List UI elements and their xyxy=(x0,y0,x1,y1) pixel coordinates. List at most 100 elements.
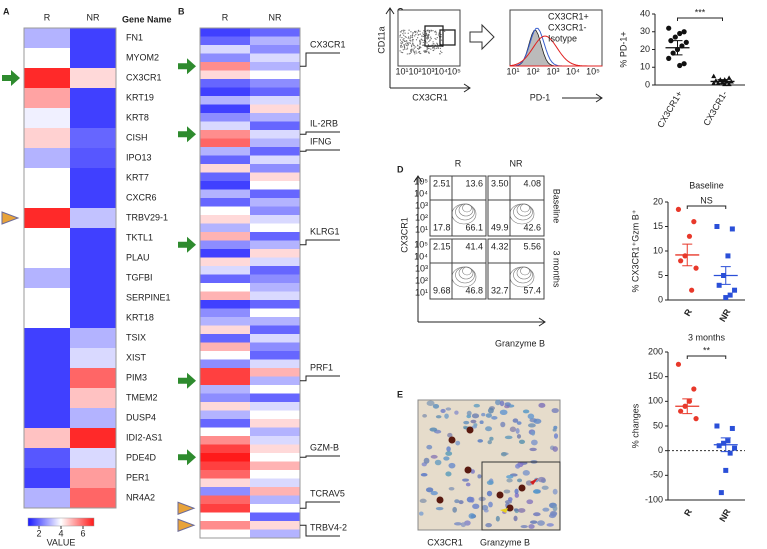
axis-arrow xyxy=(562,93,603,103)
label-connector xyxy=(300,149,340,152)
flow-dot xyxy=(403,38,405,40)
flow-dot xyxy=(414,31,416,33)
flow-dot xyxy=(416,52,418,54)
error-bar xyxy=(672,40,683,56)
heatmap-cell xyxy=(250,147,301,156)
heatmap-cell xyxy=(24,88,71,109)
heatmap-cell xyxy=(250,45,301,54)
heatmap-cell xyxy=(200,410,251,420)
heatmap-cell xyxy=(250,206,301,216)
flow-x-label: PD-1 xyxy=(530,92,551,102)
flow-dot xyxy=(411,34,414,36)
flow-dot xyxy=(419,39,421,41)
flow-dot xyxy=(412,41,414,43)
cell-nucleus xyxy=(528,524,535,529)
heatmap-cell xyxy=(200,342,251,352)
heatmap-cell xyxy=(250,444,301,454)
cell-nucleus xyxy=(526,499,534,505)
cell-nucleus xyxy=(538,402,546,408)
flow-gate xyxy=(424,25,444,47)
row-label: IFNG xyxy=(310,136,332,146)
flow-tick-label: 10¹ xyxy=(395,66,408,76)
flow-dot xyxy=(418,48,420,50)
heatmap-cell xyxy=(70,228,117,249)
flow-dot xyxy=(410,49,412,51)
marker-arrow xyxy=(178,58,196,75)
heatmap-cell xyxy=(250,453,301,462)
cell-nucleus xyxy=(516,434,522,439)
heatmap-cell xyxy=(200,257,251,267)
cell-nucleus xyxy=(552,488,558,495)
heatmap-cell xyxy=(250,461,301,471)
heatmap-cell xyxy=(250,257,301,267)
legend-label: CX3CR1+ xyxy=(548,11,589,21)
flow-dot xyxy=(426,50,428,52)
heatmap-cell xyxy=(200,393,251,403)
cell-nucleus xyxy=(552,428,557,432)
data-point xyxy=(725,253,731,259)
row-label: NR4A2 xyxy=(126,492,155,502)
flow-dot xyxy=(438,32,440,34)
cell-nucleus xyxy=(466,410,472,416)
heatmap-cell xyxy=(250,334,301,343)
y-tick-label: 5 xyxy=(658,270,663,280)
row-label: TRBV4-2 xyxy=(310,522,347,532)
y-tick-label: -100 xyxy=(645,494,663,504)
x-tick-label: CX3CR1+ xyxy=(655,89,684,129)
heatmap-cell xyxy=(250,427,301,437)
row-label: DUSP4 xyxy=(126,412,156,422)
heatmap-cell xyxy=(200,36,251,46)
heatmap-cell xyxy=(250,487,301,496)
column-header: NR xyxy=(269,12,282,22)
quadrant-value: 66.1 xyxy=(465,222,483,232)
row-label: TRBV29-1 xyxy=(126,212,168,222)
y-tick-label: 100 xyxy=(648,396,663,406)
flow-dot xyxy=(420,52,422,55)
cell-nucleus xyxy=(448,487,455,491)
flow-dot xyxy=(402,33,404,35)
heatmap-cell xyxy=(24,308,71,329)
heatmap-cell xyxy=(250,410,301,420)
heatmap-cell xyxy=(200,172,251,182)
heatmap-cell xyxy=(250,495,301,505)
cell-nucleus xyxy=(529,520,538,524)
cell-nucleus xyxy=(489,436,494,441)
flow-dot xyxy=(400,31,402,33)
heatmap-cell xyxy=(70,328,117,349)
data-point xyxy=(668,38,674,44)
heatmap-cell xyxy=(200,147,251,156)
cell-nucleus xyxy=(529,447,537,452)
heatmap-cell xyxy=(250,155,301,165)
row-label: KRT18 xyxy=(126,312,154,322)
data-point xyxy=(691,219,697,225)
cell-nucleus xyxy=(472,503,480,510)
flow-dot xyxy=(402,51,404,54)
y-axis-label: % PD-1+ xyxy=(618,31,628,67)
y-tick-label: 20 xyxy=(653,196,663,206)
stained-cell xyxy=(496,491,504,499)
row-label: SERPINE1 xyxy=(126,292,171,302)
significance-label: *** xyxy=(695,7,706,17)
flow-dot xyxy=(401,30,403,32)
flow-dot xyxy=(404,35,406,38)
marker-triangle xyxy=(177,518,196,532)
flow-dot xyxy=(435,47,438,49)
cell-nucleus xyxy=(429,427,438,432)
flow-dot xyxy=(434,37,436,40)
cell-nucleus xyxy=(477,439,484,443)
data-point xyxy=(723,467,729,473)
flow-plot-frame xyxy=(487,238,545,300)
data-point xyxy=(693,265,699,271)
heatmap-cell xyxy=(70,368,117,389)
heatmap-cell xyxy=(70,308,117,329)
y-tick-label: 15 xyxy=(653,221,663,231)
data-point xyxy=(727,292,733,298)
flow-dot xyxy=(433,49,435,51)
cell-nucleus xyxy=(531,430,536,436)
heatmap-cell xyxy=(250,70,301,80)
heatmap-cell xyxy=(250,215,301,224)
transition-arrow xyxy=(469,23,495,51)
heatmap-cell xyxy=(200,317,251,326)
heatmap-cell xyxy=(200,351,251,360)
data-point xyxy=(726,75,732,80)
